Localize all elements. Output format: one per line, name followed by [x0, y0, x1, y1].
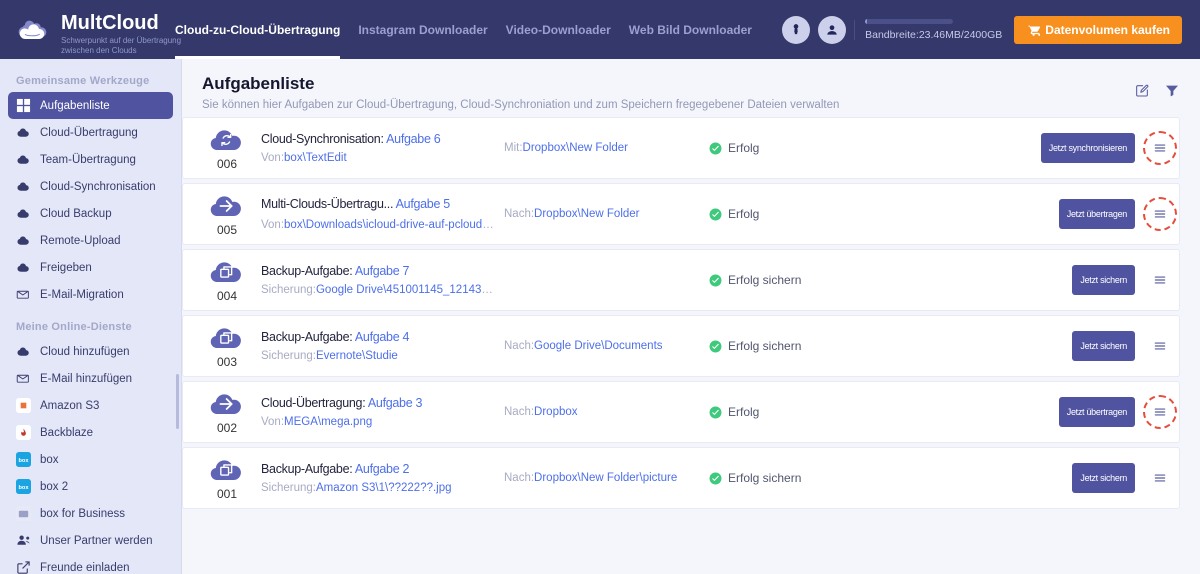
svg-text:box: box [19, 458, 30, 464]
svg-text:box: box [19, 485, 30, 491]
